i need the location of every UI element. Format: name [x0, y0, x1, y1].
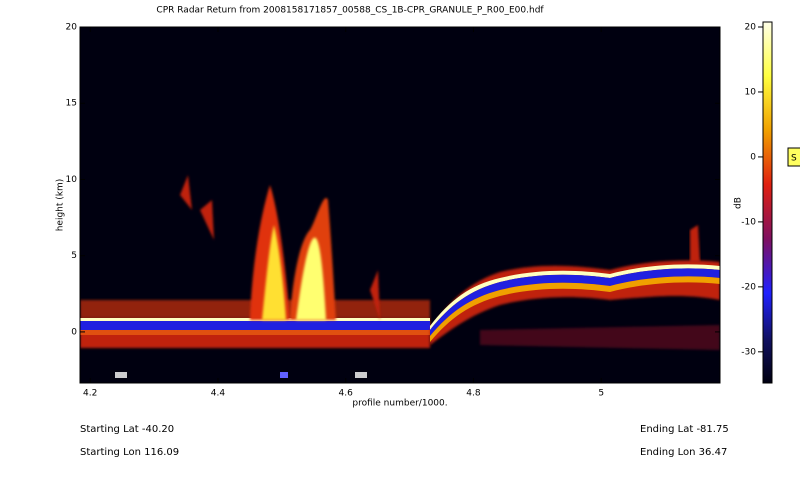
- y-axis-label: height (km): [56, 179, 66, 232]
- y-tick-label: 5: [71, 251, 77, 261]
- echo: [355, 372, 367, 378]
- button-label[interactable]: S: [791, 154, 797, 164]
- plot-frame: [79, 26, 721, 384]
- end-lon: Ending Lon 36.47: [640, 447, 727, 458]
- echo: [262, 225, 286, 320]
- radar-field: [80, 175, 720, 378]
- echo: [430, 264, 720, 330]
- colorbar-tick-label: -20: [741, 282, 756, 292]
- chart-title: CPR Radar Return from 2008158171857_0058…: [156, 6, 544, 16]
- echo: [690, 225, 700, 262]
- echo: [80, 321, 430, 330]
- echo: [430, 268, 720, 336]
- start-lon: Starting Lon 116.09: [80, 447, 179, 458]
- end-lat: Ending Lat -81.75: [640, 424, 729, 435]
- x-tick-label: 4.4: [211, 389, 226, 399]
- y-tick-label: 20: [66, 23, 78, 33]
- y-tick-label: 0: [71, 327, 77, 337]
- colorbar-label: dB: [734, 197, 744, 209]
- echo: [80, 330, 430, 335]
- y-tick-label: 10: [66, 175, 78, 185]
- button[interactable]: [787, 147, 800, 167]
- colorbar-tick-label: -10: [741, 217, 756, 227]
- x-axis-label: profile number/1000.: [352, 399, 447, 409]
- colorbar-tick-label: 10: [745, 87, 757, 97]
- x-tick-label: 4.6: [339, 389, 354, 399]
- echo: [296, 237, 326, 320]
- x-tick-label: 4.2: [83, 389, 97, 399]
- echo: [480, 325, 720, 350]
- x-tick-label: 4.8: [466, 389, 481, 399]
- echo: [115, 372, 127, 378]
- echo: [430, 276, 720, 342]
- colorbar-tick-label: 0: [750, 152, 756, 162]
- start-lat: Starting Lat -40.20: [80, 424, 174, 435]
- x-tick-label: 5: [598, 389, 604, 399]
- y-tick-label: 15: [66, 99, 77, 109]
- colorbar-tick-label: -30: [741, 347, 756, 357]
- colorbar-tick-label: 20: [745, 23, 757, 33]
- echo: [280, 372, 288, 378]
- colorbar: [762, 21, 773, 384]
